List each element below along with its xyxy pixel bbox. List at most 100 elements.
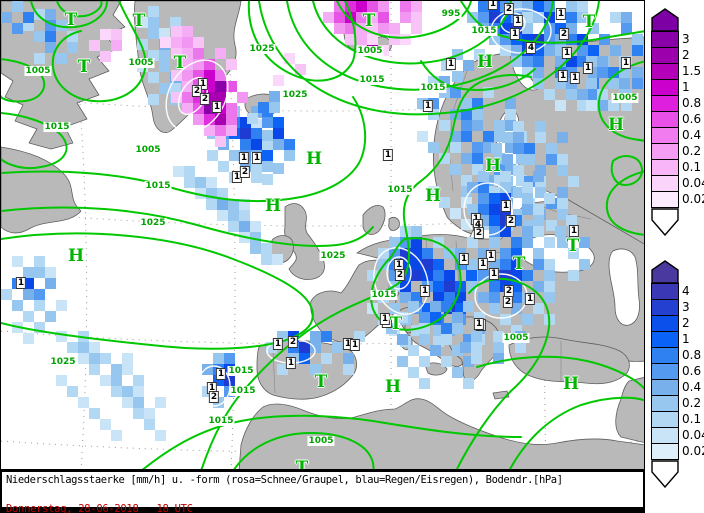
- rain-cell: [411, 226, 422, 237]
- rain-cell: [489, 193, 500, 204]
- rain-cell: [89, 353, 100, 364]
- rain-cell: [310, 331, 321, 342]
- legend-value-label: 0.4: [682, 380, 702, 394]
- legend-step: 0.02: [651, 443, 704, 460]
- precip-value-label: 1: [557, 70, 569, 82]
- rain-cell: [522, 67, 533, 78]
- rain-cell: [533, 303, 544, 314]
- rain-cell: [467, 182, 478, 193]
- rain-cell: [284, 150, 295, 161]
- rain-cell: [240, 139, 251, 150]
- rain-cell: [577, 56, 588, 67]
- rain-cell: [489, 226, 500, 237]
- legend-step: 2: [651, 315, 690, 332]
- rain-cell: [217, 188, 228, 199]
- rain-cell: [455, 303, 466, 314]
- rain-cell: [478, 1, 489, 12]
- legend-step: 3: [651, 299, 690, 316]
- rain-cell: [463, 60, 474, 71]
- rain-cell: [262, 130, 273, 141]
- rain-cell: [400, 292, 411, 303]
- legend-step: 0.04: [651, 175, 704, 192]
- rain-cell: [419, 378, 430, 389]
- rain-cell: [588, 23, 599, 34]
- rain-cell: [478, 12, 489, 23]
- rain-cell: [467, 237, 478, 248]
- rain-cell: [137, 39, 148, 50]
- legend-color-swatch: [651, 299, 679, 316]
- rain-cell: [478, 182, 489, 193]
- rain-cell: [12, 256, 23, 267]
- precip-value-label: 1: [487, 0, 499, 10]
- rain-cell: [34, 9, 45, 20]
- legend-color-swatch: [651, 283, 679, 300]
- rain-cell: [533, 1, 544, 12]
- snow-cell: [226, 114, 237, 125]
- rain-cell: [461, 120, 472, 131]
- precip-value-label: 1: [488, 268, 500, 280]
- high-pressure-marker: H: [264, 196, 282, 216]
- legend-color-swatch: [651, 395, 679, 412]
- caption-line2: Donnerstag, 28-06-2018 18 UTC (GFS) (Mit…: [2, 491, 643, 513]
- snow-cell: [204, 125, 215, 136]
- rain-cell: [597, 56, 608, 67]
- rain-cell: [159, 28, 170, 39]
- rain-cell: [516, 175, 527, 186]
- rain-cell: [251, 106, 262, 117]
- rain-cell: [544, 270, 555, 281]
- isobar: [420, 60, 536, 91]
- caption-title: Niederschlagsstaerke [mm/h] u. -form (ro…: [6, 474, 563, 486]
- rain-cell: [522, 226, 533, 237]
- snow-cell: [204, 59, 215, 70]
- rain-cell: [111, 375, 122, 386]
- rain-cell: [261, 243, 272, 254]
- isobar-label: 1015: [229, 386, 257, 396]
- rain-cell: [195, 177, 206, 188]
- rain-cell: [258, 102, 269, 113]
- rain-cell: [522, 12, 533, 23]
- rain-cell: [493, 342, 504, 353]
- rain-cell: [500, 226, 511, 237]
- rain-cell: [433, 292, 444, 303]
- scale-arrow-down-icon: [651, 460, 679, 488]
- snow-cell: [100, 51, 111, 62]
- rain-cell: [419, 323, 430, 334]
- rain-cell: [170, 17, 181, 28]
- rain-cell: [111, 386, 122, 397]
- rain-cell: [568, 270, 579, 281]
- rain-cell: [577, 12, 588, 23]
- snow-cell: [226, 81, 237, 92]
- isobar-label: 1015: [358, 75, 386, 85]
- legend-value-label: 0.1: [682, 412, 702, 426]
- rain-cell: [247, 113, 258, 124]
- rain-cell: [597, 67, 608, 78]
- snow-cell: [378, 12, 389, 23]
- rain-cell: [494, 153, 505, 164]
- legend-color-swatch: [651, 175, 679, 192]
- rain-cell: [535, 165, 546, 176]
- isobar-label: 1025: [49, 357, 77, 367]
- snow-cell: [171, 48, 182, 59]
- legend-step: 0.2: [651, 143, 701, 160]
- rain-cell: [478, 270, 489, 281]
- legend-step: 0.4: [651, 127, 701, 144]
- snow-cell: [295, 64, 306, 75]
- rain-cell: [544, 89, 555, 100]
- precip-value-label: 1: [458, 253, 470, 265]
- rain-cell: [502, 154, 513, 165]
- isobar-label: 1005: [307, 436, 335, 446]
- rain-cell: [1, 289, 12, 300]
- snow-cell: [182, 26, 193, 37]
- rain-cell: [533, 204, 544, 215]
- rain-cell: [472, 98, 483, 109]
- rain-cell: [588, 89, 599, 100]
- rain-cell: [533, 281, 544, 292]
- legend-value-label: 1.5: [682, 64, 702, 78]
- rain-cell: [494, 131, 505, 142]
- snow-cell: [345, 23, 356, 34]
- low-pressure-marker: T: [132, 11, 146, 31]
- rain-cell: [159, 61, 170, 72]
- rain-cell: [511, 259, 522, 270]
- legend-value-label: 2: [682, 316, 690, 330]
- rain-cell: [502, 132, 513, 143]
